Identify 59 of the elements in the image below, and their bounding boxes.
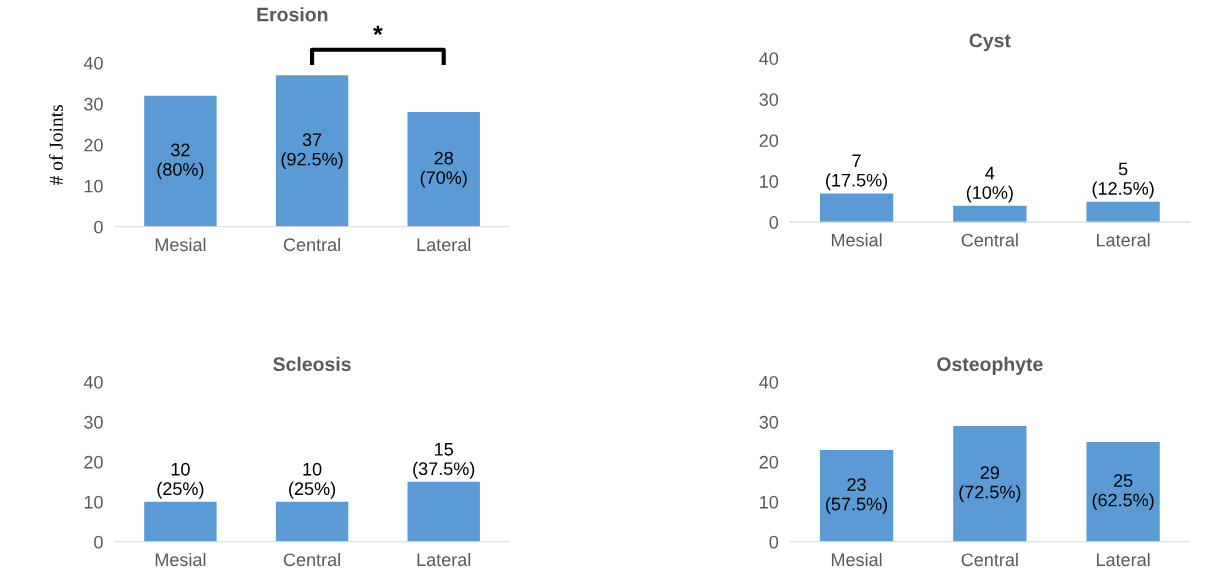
bar — [819, 449, 894, 542]
data-label: 32 (80%) — [157, 143, 204, 180]
y-tick-label: 10 — [760, 495, 779, 509]
bar — [953, 425, 1027, 542]
y-tick-label: 0 — [94, 220, 103, 234]
data-label: 25 (62.5%) — [1092, 474, 1154, 510]
data-label: 28 (70%) — [420, 151, 467, 188]
data-label: 23 (57.5%) — [826, 478, 888, 514]
data-label: 5 (12.5%) — [1092, 162, 1154, 199]
x-tick-label: Central — [283, 552, 340, 567]
y-tick-label: 40 — [759, 52, 779, 65]
data-label: 4 (10%) — [966, 166, 1013, 203]
x-tick-label: Lateral — [417, 237, 471, 252]
y-tick-label: 40 — [83, 375, 103, 389]
x-tick-label: Central — [283, 237, 340, 252]
data-label: 10 (25%) — [289, 462, 336, 499]
y-tick-label: 40 — [83, 56, 103, 70]
x-tick-label: Lateral — [1096, 552, 1150, 567]
x-tick-label: Lateral — [417, 552, 471, 567]
text: * — [373, 25, 383, 36]
bar — [144, 95, 217, 227]
x-tick-label: Mesial — [155, 552, 206, 567]
x-tick-label: Central — [961, 233, 1018, 247]
x-tick-label: Central — [961, 552, 1018, 567]
y-tick-label: 30 — [84, 415, 103, 429]
bar — [407, 112, 480, 227]
chart-title: Osteophyte — [937, 356, 1043, 375]
y-tick-label: 30 — [759, 93, 779, 106]
bar — [275, 75, 349, 227]
bar — [1086, 201, 1160, 223]
chart-title: Erosion — [257, 7, 328, 22]
chart-title: Scleosis — [273, 356, 351, 372]
y-tick-label: 0 — [769, 535, 779, 549]
y-tick-label: 0 — [94, 535, 103, 549]
bar — [953, 205, 1027, 223]
y-tick-label: 10 — [84, 495, 103, 509]
y-tick-label: 40 — [759, 375, 779, 389]
y-tick-label: 10 — [84, 179, 103, 193]
bar — [1086, 441, 1160, 542]
data-label: 10 (25%) — [157, 462, 204, 499]
x-tick-label: Mesial — [831, 233, 882, 247]
x-tick-label: Lateral — [1096, 233, 1150, 247]
x-tick-label: Mesial — [155, 237, 206, 252]
y-tick-label: 30 — [84, 97, 103, 111]
y-tick-label: 10 — [760, 175, 779, 188]
y-tick-label: 20 — [84, 138, 103, 152]
chart-title: Cyst — [969, 33, 1011, 52]
y-tick-label: 30 — [759, 415, 779, 429]
y-tick-label: 20 — [84, 455, 103, 469]
x-tick-label: Mesial — [831, 552, 882, 567]
data-label: 7 (17.5%) — [826, 154, 888, 191]
data-label: 15 (37.5%) — [413, 443, 475, 479]
y-axis-title: # of Joints — [48, 105, 63, 185]
data-label: 37 (92.5%) — [281, 133, 343, 170]
bar — [819, 193, 894, 223]
y-tick-label: 20 — [759, 455, 779, 469]
y-tick-label: 20 — [759, 134, 779, 147]
data-label: 29 (72.5%) — [959, 466, 1021, 502]
y-tick-label: 0 — [769, 216, 779, 229]
